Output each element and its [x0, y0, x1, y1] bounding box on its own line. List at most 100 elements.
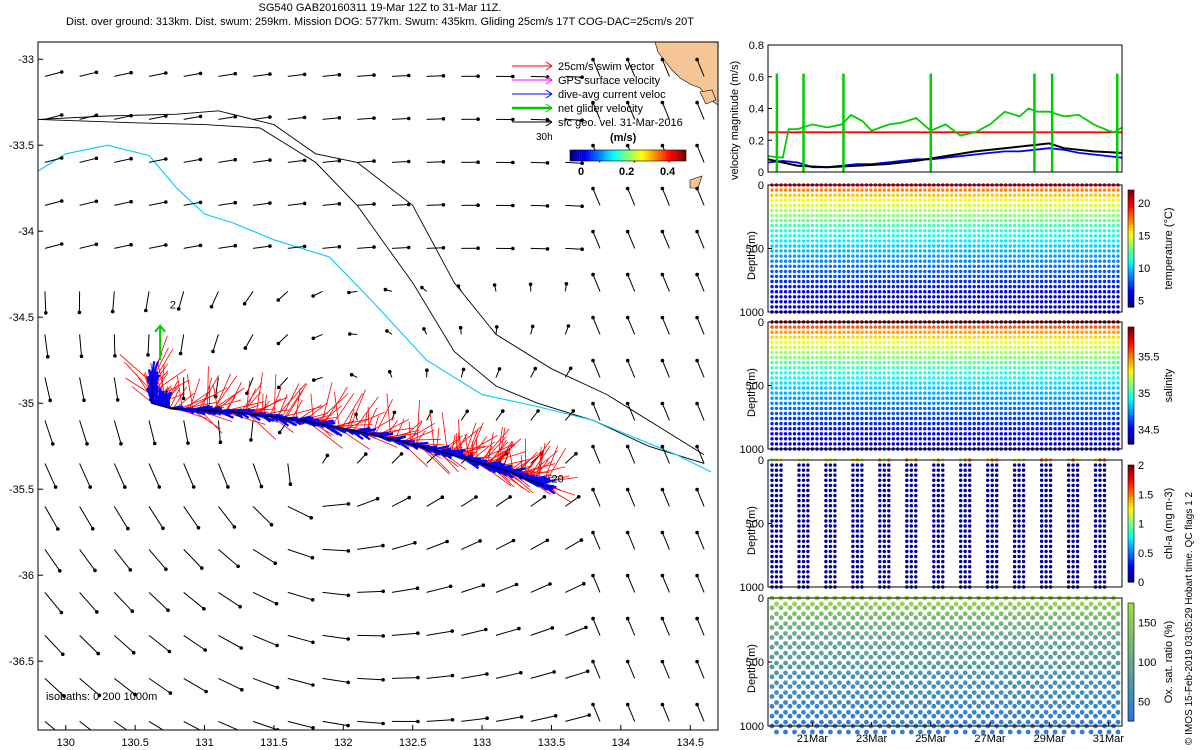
profile-point	[864, 269, 869, 274]
profile-point	[833, 269, 837, 274]
profile-point	[855, 401, 860, 405]
profile-point	[779, 442, 783, 446]
profile-point	[990, 305, 994, 309]
profile-point	[977, 249, 981, 253]
profile-point	[968, 371, 972, 375]
profile-point	[909, 350, 913, 355]
profile-point	[1004, 366, 1008, 370]
profile-point	[977, 274, 981, 279]
profile-colorbar-cell	[1128, 190, 1134, 194]
profile-point	[959, 325, 963, 329]
profile-point	[1017, 376, 1021, 380]
profile-point	[945, 229, 949, 233]
profile-point	[927, 381, 931, 385]
profile-point	[954, 360, 958, 365]
profile-point	[972, 254, 976, 258]
profile-point	[909, 421, 913, 426]
profile-point	[810, 381, 815, 385]
profile-point	[945, 295, 949, 299]
profile-point	[1012, 386, 1017, 390]
velocity-arrow-head	[381, 589, 386, 594]
profile-point	[1021, 305, 1026, 309]
velocity-arrow-head	[474, 495, 478, 499]
profile-point	[918, 335, 922, 339]
velocity-arrow	[113, 678, 136, 695]
profile-point	[869, 442, 873, 446]
profile-point	[774, 239, 779, 243]
profile-point	[936, 254, 940, 258]
velocity-arrow	[357, 720, 384, 724]
profile-point	[1075, 234, 1080, 238]
profile-point	[927, 355, 931, 360]
profile-point	[968, 274, 972, 279]
profile-point	[990, 376, 994, 380]
profile-point	[815, 330, 819, 334]
profile-point	[837, 279, 842, 284]
profile-point	[887, 330, 891, 334]
velocity-arrow	[277, 291, 289, 301]
profile-point	[990, 416, 994, 421]
profile-point	[1017, 396, 1021, 400]
profile-point	[918, 223, 922, 228]
profile-point	[806, 259, 810, 263]
profile-point	[855, 264, 860, 268]
profile-point	[864, 391, 869, 395]
velocity-arrow-head	[94, 199, 99, 204]
velocity-arrow-head	[580, 118, 584, 122]
velocity-arrow	[218, 549, 239, 567]
profile-point	[882, 406, 886, 411]
profile-point	[896, 427, 900, 431]
swim-vector	[340, 393, 364, 429]
profile-point	[815, 290, 819, 294]
profile-point	[887, 213, 891, 218]
profile-point	[918, 264, 922, 268]
profile-point	[810, 223, 815, 228]
profile-point	[1008, 401, 1012, 405]
profile-point	[999, 218, 1003, 223]
profile-point	[1102, 213, 1107, 218]
profile-point	[815, 244, 819, 248]
velocity-arrow	[661, 317, 670, 335]
profile-point	[1116, 274, 1120, 279]
velocity-arrow-head	[242, 301, 247, 306]
profile-point	[954, 239, 958, 243]
velocity-arrow-head	[169, 733, 173, 737]
profile-point	[932, 188, 936, 192]
profile-point	[1004, 274, 1008, 279]
dac-vector	[543, 484, 557, 489]
profile-point	[909, 198, 913, 202]
profile-point	[788, 254, 792, 258]
profile-point	[837, 264, 842, 268]
profile-point	[855, 213, 860, 218]
profile-point	[963, 223, 967, 228]
velocity-arrow-head	[625, 315, 630, 320]
profile-point	[842, 366, 846, 370]
profile-point	[995, 411, 999, 416]
profile-point	[945, 290, 949, 294]
profile-point	[878, 411, 882, 416]
profile-colorbar-cell	[1128, 298, 1134, 302]
profile-point	[1017, 355, 1021, 360]
velocity-arrow-head	[660, 573, 665, 578]
profile-point	[792, 188, 797, 192]
velocity-arrow-head	[191, 485, 196, 489]
profile-point	[1066, 239, 1071, 243]
velocity-arrow-head	[519, 715, 524, 719]
profile-point	[1017, 366, 1021, 370]
velocity-arrow-head	[406, 159, 411, 164]
profile-point	[833, 234, 837, 238]
profile-point	[806, 300, 810, 304]
profile-point	[945, 350, 949, 355]
profile-point	[1102, 279, 1107, 284]
profile-point	[801, 239, 806, 243]
profile-point	[896, 284, 900, 289]
profile-point	[918, 188, 922, 192]
velocity-arrow	[252, 677, 278, 688]
profile-point	[941, 193, 945, 197]
profile-point	[846, 350, 851, 355]
profile-point	[860, 274, 864, 279]
profile-point	[801, 350, 806, 355]
profile-point	[846, 295, 851, 299]
profile-point	[864, 244, 869, 248]
profile-point	[1084, 223, 1089, 228]
